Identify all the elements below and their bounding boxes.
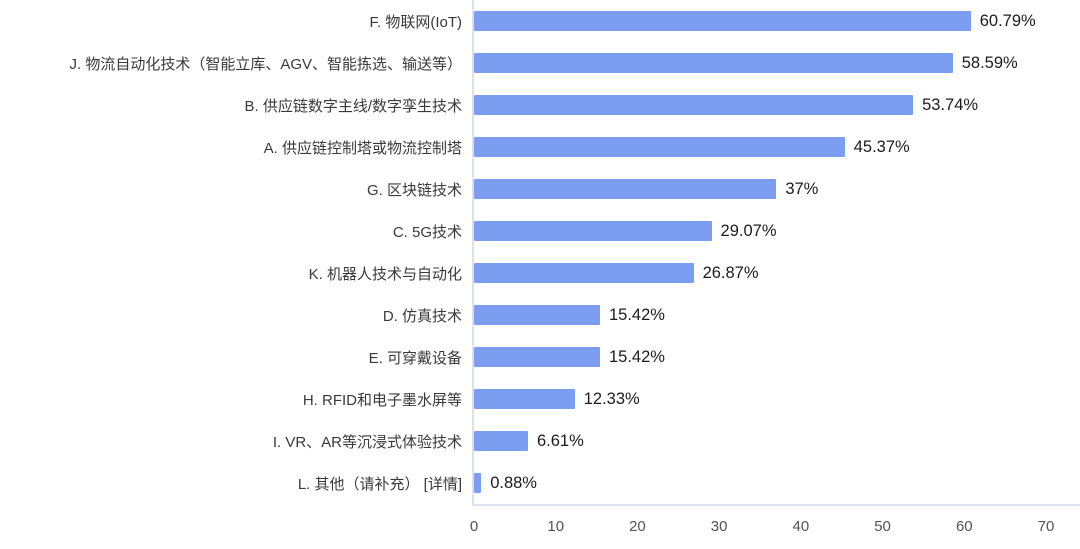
bar-track: 15.42% bbox=[472, 336, 1080, 378]
value-label: 53.74% bbox=[922, 95, 979, 114]
value-label: 29.07% bbox=[720, 221, 777, 240]
bar-row: K. 机器人技术与自动化 26.87% bbox=[0, 252, 1080, 294]
bar bbox=[474, 305, 600, 325]
bar-track: 0.88% bbox=[472, 462, 1080, 504]
x-axis: 0 10 20 30 40 50 60 70 bbox=[470, 504, 1080, 544]
bar-track: 29.07% bbox=[472, 210, 1080, 252]
bar-row: A. 供应链控制塔或物流控制塔 45.37% bbox=[0, 126, 1080, 168]
category-label: I. VR、AR等沉浸式体验技术 bbox=[272, 433, 462, 451]
bar-track: 26.87% bbox=[472, 252, 1080, 294]
category-label: J. 物流自动化技术（智能立库、AGV、智能拣选、输送等） bbox=[69, 55, 462, 73]
value-label: 0.88% bbox=[490, 473, 537, 492]
category-label: D. 仿真技术 bbox=[382, 307, 462, 325]
bar bbox=[474, 389, 575, 409]
bar-row: B. 供应链数字主线/数字孪生技术 53.74% bbox=[0, 84, 1080, 126]
bar bbox=[474, 221, 712, 241]
category-label: K. 机器人技术与自动化 bbox=[308, 265, 462, 283]
value-label: 15.42% bbox=[609, 347, 665, 366]
value-label: 6.61% bbox=[537, 431, 584, 450]
value-label: 45.37% bbox=[853, 137, 910, 156]
bar bbox=[474, 263, 694, 283]
x-tick-label: 20 bbox=[629, 518, 646, 535]
value-label: 12.33% bbox=[583, 389, 640, 408]
bar-track: 12.33% bbox=[472, 378, 1080, 420]
value-label: 58.59% bbox=[961, 53, 1018, 72]
value-label: 60.79% bbox=[979, 11, 1036, 30]
category-label: H. RFID和电子墨水屏等 bbox=[302, 391, 462, 409]
bar bbox=[474, 95, 914, 115]
x-tick-label: 70 bbox=[1037, 518, 1055, 535]
bar-track: 6.61% bbox=[472, 420, 1080, 462]
x-tick-label: 50 bbox=[874, 518, 891, 535]
bar bbox=[474, 473, 482, 493]
value-label: 37% bbox=[785, 179, 819, 198]
category-label: E. 可穿戴设备 bbox=[368, 349, 462, 367]
bar bbox=[474, 53, 953, 73]
x-tick-label: 0 bbox=[469, 518, 479, 535]
bar-row: L. 其他（请补充） [详情] 0.88% bbox=[0, 462, 1080, 504]
bar-track: 15.42% bbox=[472, 294, 1080, 336]
bar-row: D. 仿真技术 15.42% bbox=[0, 294, 1080, 336]
category-label: A. 供应链控制塔或物流控制塔 bbox=[263, 139, 462, 157]
bar-row: I. VR、AR等沉浸式体验技术 6.61% bbox=[0, 420, 1080, 462]
bar-row: G. 区块链技术 37% bbox=[0, 168, 1080, 210]
bar-row: H. RFID和电子墨水屏等 12.33% bbox=[0, 378, 1080, 420]
bar bbox=[474, 431, 528, 451]
x-tick-label: 30 bbox=[710, 518, 728, 535]
bar-rows: F. 物联网(IoT) 60.79% J. 物流自动化技术（智能立库、AGV、智能拣… bbox=[0, 0, 1080, 504]
bar-track: 58.59% bbox=[472, 42, 1080, 84]
bar bbox=[474, 347, 600, 367]
category-label: L. 其他（请补充） [详情] bbox=[297, 475, 462, 493]
bar-track: 45.37% bbox=[472, 126, 1080, 168]
bar-row: J. 物流自动化技术（智能立库、AGV、智能拣选、输送等） 58.59% bbox=[0, 42, 1080, 84]
x-tick-label: 10 bbox=[547, 518, 565, 535]
bar-row: E. 可穿戴设备 15.42% bbox=[0, 336, 1080, 378]
category-label: F. 物联网(IoT) bbox=[369, 13, 463, 31]
bar-track: 53.74% bbox=[472, 84, 1080, 126]
bar-track: 60.79% bbox=[472, 0, 1080, 42]
bar-row: C. 5G技术 29.07% bbox=[0, 210, 1080, 252]
bar bbox=[474, 179, 777, 199]
bar-row: F. 物联网(IoT) 60.79% bbox=[0, 0, 1080, 42]
bar-track: 37% bbox=[472, 168, 1080, 210]
category-label: C. 5G技术 bbox=[392, 223, 462, 241]
bar bbox=[474, 11, 971, 31]
category-label: B. 供应链数字主线/数字孪生技术 bbox=[244, 97, 462, 115]
value-label: 15.42% bbox=[609, 305, 665, 324]
x-tick-label: 60 bbox=[955, 518, 973, 535]
category-label: G. 区块链技术 bbox=[366, 181, 462, 199]
x-tick-label: 40 bbox=[792, 518, 810, 535]
bar bbox=[474, 137, 845, 157]
value-label: 26.87% bbox=[702, 263, 759, 282]
x-axis-line bbox=[472, 504, 1080, 506]
